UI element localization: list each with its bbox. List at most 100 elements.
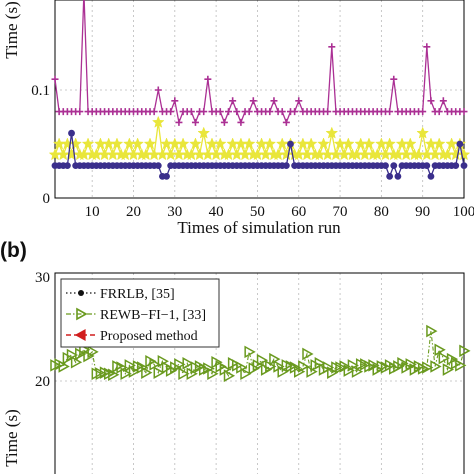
data-point (456, 140, 464, 148)
data-point (87, 345, 99, 359)
data-point (110, 137, 124, 150)
data-point (263, 137, 277, 150)
data-point (51, 75, 59, 83)
data-point (237, 118, 245, 126)
x-tick-label: 40 (209, 204, 224, 220)
data-point (63, 162, 71, 170)
data-point (325, 126, 339, 139)
x-tick-label: 30 (167, 204, 182, 220)
legend: FRRLB, [35] REWB−FI−1, [33] Proposed met… (60, 278, 220, 348)
data-point (422, 361, 434, 374)
data-point (233, 108, 241, 116)
x-tick-label: 60 (291, 204, 306, 220)
data-point (457, 148, 471, 161)
y-tick-label: 0 (43, 191, 51, 207)
data-point (423, 43, 431, 51)
x-tick-label: 70 (333, 204, 348, 220)
data-point (382, 162, 389, 170)
data-point (256, 353, 269, 367)
data-point (403, 137, 417, 150)
data-point (174, 358, 186, 371)
x-tick-label: 100 (453, 204, 474, 220)
data-point (153, 366, 165, 379)
data-point (182, 357, 194, 370)
data-point (291, 108, 299, 116)
data-point (187, 108, 195, 116)
data-point (154, 162, 162, 170)
legend-item-rewb: REWB−FI−1, [33] (66, 307, 206, 323)
data-point (427, 173, 435, 180)
legend-item-proposed: Proposed method (66, 328, 198, 344)
data-point (240, 367, 252, 380)
data-point (270, 97, 278, 105)
data-point (341, 137, 355, 150)
y-axis-label: Time (s) (2, 409, 21, 466)
data-point (204, 75, 212, 83)
data-point (390, 162, 398, 170)
data-point (452, 162, 460, 170)
data-point (197, 126, 211, 139)
data-point (81, 137, 95, 150)
data-point (295, 97, 303, 105)
data-point (383, 137, 396, 150)
data-point (317, 137, 330, 150)
data-point (460, 108, 468, 116)
y-tick-label: 30 (35, 270, 50, 286)
data-point (302, 347, 314, 361)
data-point (200, 108, 208, 116)
data-point (207, 367, 219, 380)
data-point (220, 118, 228, 126)
plot-frame-a (54, 0, 465, 199)
data-point (438, 351, 450, 365)
data-point (386, 108, 394, 116)
data-point (249, 97, 257, 105)
data-point (176, 137, 190, 150)
data-point (386, 173, 394, 180)
data-point (442, 363, 455, 376)
data-point (460, 162, 468, 170)
data-point (435, 108, 443, 116)
data-point (213, 137, 227, 150)
series-group-b (50, 324, 471, 383)
x-tick-label: 90 (415, 204, 430, 220)
data-point (304, 137, 318, 150)
data-point (282, 162, 290, 170)
data-point (287, 140, 294, 148)
data-point (229, 97, 237, 105)
x-tick-label: 80 (374, 204, 389, 220)
data-point (76, 108, 84, 116)
x-tick-labels-a: 10 20 30 40 50 60 70 80 90 100 (85, 204, 474, 220)
data-point (427, 97, 435, 105)
data-point (68, 129, 75, 137)
data-point (151, 115, 165, 128)
data-point (189, 137, 202, 150)
data-point (328, 43, 336, 51)
data-point (141, 366, 153, 379)
data-point (131, 137, 144, 150)
plot-frame-b (54, 272, 465, 474)
data-point (163, 173, 170, 180)
data-point (242, 137, 256, 150)
data-point (143, 137, 157, 150)
data-point (223, 369, 236, 383)
data-point (120, 367, 132, 380)
data-point (178, 367, 190, 380)
data-point (70, 356, 83, 369)
data-point (455, 359, 467, 372)
data-point (282, 118, 290, 126)
data-point (108, 368, 120, 382)
x-axis-label: Times of simulation run (177, 218, 341, 237)
data-point (362, 137, 376, 150)
legend-label: FRRLB, [35] (100, 287, 175, 302)
legend-item-frrlb: FRRLB, [35] (66, 287, 175, 302)
data-point (149, 358, 161, 371)
data-point (298, 360, 310, 373)
data-point (278, 108, 286, 116)
legend-label: Proposed method (100, 329, 198, 344)
legend-swatch-marker (76, 307, 88, 321)
data-point (171, 97, 179, 105)
data-point (266, 108, 274, 116)
data-point (175, 118, 183, 126)
data-point (459, 344, 471, 358)
